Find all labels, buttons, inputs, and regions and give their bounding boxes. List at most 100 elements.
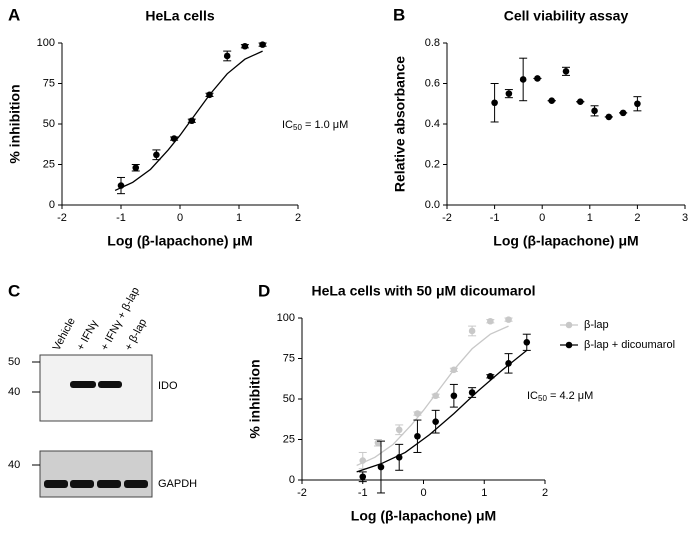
x-tick-label: 1 xyxy=(587,212,593,224)
x-tick-label: 2 xyxy=(295,212,301,224)
band xyxy=(97,480,121,488)
y-tick-label: 0.2 xyxy=(425,158,440,170)
legend-label: β-lap xyxy=(584,319,609,331)
x-tick-label: 1 xyxy=(236,212,242,224)
data-point xyxy=(132,164,140,172)
data-point xyxy=(534,75,541,82)
x-tick-label: 1 xyxy=(481,487,487,499)
data-point xyxy=(468,327,476,335)
annotation: IC50 = 4.2 μM xyxy=(527,390,593,403)
data-point xyxy=(519,76,527,83)
data-point xyxy=(414,410,421,417)
y-tick-label: 100 xyxy=(277,312,295,324)
data-point xyxy=(487,373,494,380)
fit-curve xyxy=(114,50,263,192)
marker-label: 40 xyxy=(8,459,20,471)
data-point xyxy=(359,473,367,481)
x-axis-label: Log (β-lapachone) μM xyxy=(493,233,638,249)
annotation-sub: 50 xyxy=(293,123,302,132)
blot-membrane xyxy=(39,354,153,422)
x-tick-label: 0 xyxy=(177,212,183,224)
y-axis-label: Relative absorbance xyxy=(392,56,408,192)
y-tick-label: 0.8 xyxy=(425,37,440,49)
data-point xyxy=(634,100,641,108)
x-tick-label: -1 xyxy=(490,212,500,224)
band-label: IDO xyxy=(158,380,178,392)
data-point xyxy=(395,454,403,461)
data-point xyxy=(505,90,513,97)
chart-title: HeLa cells with 50 μM dicoumarol xyxy=(311,283,535,299)
annotation-text: IC xyxy=(527,390,538,402)
chart-title: HeLa cells xyxy=(145,8,214,24)
annotation: IC50 = 1.0 μM xyxy=(282,119,348,132)
x-tick-label: 0 xyxy=(420,487,426,499)
blot-membrane xyxy=(39,450,153,498)
data-point xyxy=(414,432,421,440)
y-tick-label: 100 xyxy=(37,37,55,49)
annotation-text: = 4.2 μM xyxy=(547,390,593,402)
data-point xyxy=(487,317,494,325)
x-tick-label: -1 xyxy=(358,487,368,499)
y-axis-label: % inhibition xyxy=(247,359,263,438)
chart-title: Cell viability assay xyxy=(504,8,629,24)
data-point xyxy=(117,182,125,189)
data-point xyxy=(432,418,439,425)
blot-panel: C Vehicle + IFNγ + IFNγ + β-lap + β-lap … xyxy=(8,281,197,498)
y-tick-label: 75 xyxy=(43,77,55,89)
y-tick-label: 0.4 xyxy=(425,118,440,130)
band xyxy=(44,480,68,488)
legend-marker xyxy=(565,321,573,329)
lane-label: + β-lap xyxy=(123,317,150,353)
data-point xyxy=(605,113,613,121)
band xyxy=(70,480,94,488)
data-point xyxy=(450,366,458,374)
lane-label: + IFNγ xyxy=(75,318,101,353)
x-tick-label: 2 xyxy=(634,212,640,224)
data-point xyxy=(562,68,570,75)
legend-marker xyxy=(565,341,573,349)
y-tick-label: 50 xyxy=(43,118,55,130)
data-point xyxy=(206,91,213,99)
band-label: GAPDH xyxy=(158,478,197,490)
y-tick-label: 25 xyxy=(43,158,55,170)
data-point xyxy=(223,52,231,60)
data-point xyxy=(241,42,249,50)
x-tick-label: -2 xyxy=(297,487,307,499)
data-point xyxy=(450,392,458,400)
data-point xyxy=(259,41,266,48)
panel-letter: D xyxy=(258,281,270,300)
data-point xyxy=(548,97,556,105)
data-point xyxy=(188,117,196,125)
data-point xyxy=(505,316,512,323)
panel-letter: C xyxy=(8,281,20,300)
y-tick-label: 0.6 xyxy=(425,77,440,89)
marker-label: 50 xyxy=(8,356,20,368)
y-tick-label: 75 xyxy=(283,352,295,364)
data-point xyxy=(374,439,382,447)
annotation-text: = 1.0 μM xyxy=(302,119,348,131)
x-axis-label: Log (β-lapachone) μM xyxy=(107,233,252,249)
data-point xyxy=(491,99,498,107)
data-point xyxy=(523,339,531,346)
data-point xyxy=(432,392,439,400)
y-tick-label: 0 xyxy=(289,474,295,486)
y-tick-label: 50 xyxy=(283,393,295,405)
data-point xyxy=(505,360,512,367)
fit-curve xyxy=(356,325,509,467)
panel-letter: B xyxy=(393,5,405,24)
y-tick-label: 25 xyxy=(283,433,295,445)
data-point xyxy=(576,98,584,106)
data-point xyxy=(619,109,627,117)
x-tick-label: -1 xyxy=(116,212,126,224)
data-point xyxy=(395,426,403,434)
panel-letter: A xyxy=(8,5,20,24)
marker-label: 40 xyxy=(8,386,20,398)
y-axis-label: % inhibition xyxy=(7,84,23,163)
y-tick-label: 0 xyxy=(49,199,55,211)
data-point xyxy=(170,135,178,142)
band xyxy=(98,381,122,388)
x-axis-label: Log (β-lapachone) μM xyxy=(351,508,496,524)
data-point xyxy=(359,457,367,464)
x-tick-label: -2 xyxy=(442,212,452,224)
